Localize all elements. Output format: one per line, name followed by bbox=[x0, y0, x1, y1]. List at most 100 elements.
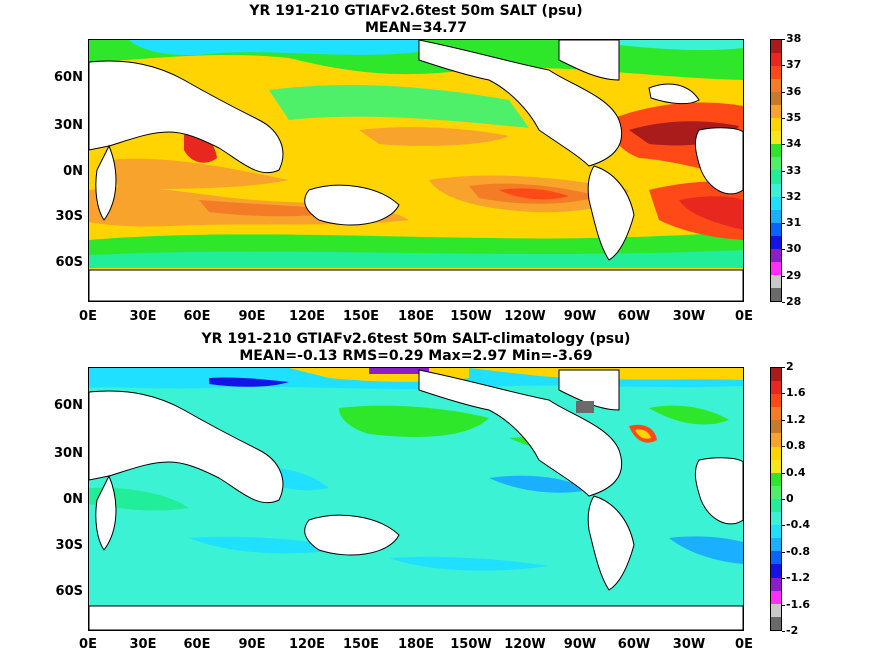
bottom-x-label-90w: 90W bbox=[563, 637, 597, 652]
bottom-colorbar-label: 0 bbox=[786, 492, 794, 505]
bottom-colorbar-segment bbox=[771, 407, 781, 421]
bottom-colorbar-segment bbox=[771, 420, 781, 434]
bottom-x-label-30e: 30E bbox=[129, 637, 157, 652]
top-colorbar-tick bbox=[782, 223, 785, 225]
bottom-colorbar-tick bbox=[782, 393, 785, 395]
bottom-colorbar-segment bbox=[771, 616, 781, 630]
top-colorbar-segment bbox=[771, 170, 781, 184]
bottom-colorbar-segment bbox=[771, 394, 781, 408]
top-map-subtitle: MEAN=34.77 bbox=[364, 20, 468, 36]
top-colorbar-tick bbox=[782, 144, 785, 146]
top-colorbar-segment bbox=[771, 157, 781, 171]
top-x-label-150e: 150E bbox=[342, 309, 380, 324]
top-y-label-60n: 60N bbox=[54, 70, 83, 85]
top-colorbar-label: 36 bbox=[786, 84, 802, 98]
bottom-colorbar bbox=[770, 367, 782, 631]
top-colorbar-segment bbox=[771, 40, 781, 54]
bottom-map-canvas bbox=[89, 368, 743, 630]
top-x-label-60w: 60W bbox=[617, 309, 651, 324]
bottom-x-label-90e: 90E bbox=[238, 637, 266, 652]
top-map-title: YR 191-210 GTIAFv2.6test 50m SALT (psu) bbox=[249, 3, 583, 19]
top-colorbar-segment bbox=[771, 235, 781, 249]
top-colorbar-label: 31 bbox=[786, 216, 802, 230]
bottom-x-label-180e: 180E bbox=[397, 637, 435, 652]
bottom-colorbar-tick bbox=[782, 578, 785, 580]
top-colorbar-tick bbox=[782, 196, 785, 198]
top-colorbar-segment bbox=[771, 144, 781, 158]
bottom-colorbar-label: -0.8 bbox=[786, 544, 811, 558]
top-colorbar bbox=[770, 39, 782, 302]
bottom-colorbar-tick bbox=[782, 419, 785, 421]
bottom-colorbar-label: 0.4 bbox=[786, 465, 806, 479]
bottom-x-label-60w: 60W bbox=[617, 637, 651, 652]
bottom-colorbar-segment bbox=[771, 485, 781, 499]
bottom-colorbar-segment bbox=[771, 551, 781, 565]
bottom-colorbar-tick bbox=[782, 367, 785, 368]
top-colorbar-segment bbox=[771, 79, 781, 93]
top-colorbar-label: 30 bbox=[786, 242, 802, 256]
bottom-colorbar-label: -1.2 bbox=[786, 571, 811, 585]
bottom-colorbar-segment bbox=[771, 525, 781, 539]
top-colorbar-label: 32 bbox=[786, 189, 802, 203]
bottom-x-label-120e: 120E bbox=[288, 637, 326, 652]
bottom-colorbar-tick bbox=[782, 499, 785, 500]
bottom-colorbar-label: 0.8 bbox=[786, 439, 806, 453]
top-x-label-0e: 0E bbox=[79, 309, 97, 324]
bottom-y-label-60s: 60S bbox=[55, 584, 83, 599]
bottom-colorbar-segment bbox=[771, 459, 781, 473]
bottom-colorbar-segment bbox=[771, 433, 781, 447]
bottom-colorbar-segment bbox=[771, 446, 781, 460]
bottom-y-label-30n: 30N bbox=[54, 446, 83, 461]
bottom-colorbar-segment bbox=[771, 472, 781, 486]
top-x-label-90w: 90W bbox=[563, 309, 597, 324]
top-x-label-180e: 180E bbox=[397, 309, 435, 324]
top-colorbar-segment bbox=[771, 92, 781, 106]
top-colorbar-label: 37 bbox=[786, 58, 802, 72]
bottom-colorbar-segment bbox=[771, 381, 781, 395]
top-colorbar-tick bbox=[782, 275, 785, 277]
bottom-x-label-150e: 150E bbox=[342, 637, 380, 652]
top-colorbar-label: 34 bbox=[786, 137, 802, 151]
top-colorbar-segment bbox=[771, 261, 781, 275]
top-map-canvas bbox=[89, 40, 743, 301]
top-colorbar-tick bbox=[782, 91, 785, 93]
top-colorbar-tick bbox=[782, 302, 785, 303]
bottom-colorbar-segment bbox=[771, 577, 781, 591]
bottom-colorbar-tick bbox=[782, 472, 785, 474]
top-colorbar-tick bbox=[782, 65, 785, 67]
bottom-colorbar-label: 2 bbox=[786, 360, 794, 373]
bottom-y-label-60n: 60N bbox=[54, 398, 83, 413]
top-colorbar-segment bbox=[771, 183, 781, 197]
bottom-y-label-30s: 30S bbox=[55, 538, 83, 553]
top-colorbar-segment bbox=[771, 118, 781, 132]
bottom-colorbar-label: 1.6 bbox=[786, 386, 806, 400]
top-colorbar-label: 33 bbox=[786, 163, 802, 177]
bottom-colorbar-tick bbox=[782, 551, 785, 553]
bottom-colorbar-segment bbox=[771, 498, 781, 513]
top-colorbar-segment bbox=[771, 66, 781, 80]
top-colorbar-segment bbox=[771, 222, 781, 236]
top-colorbar-segment bbox=[771, 248, 781, 262]
bottom-colorbar-tick bbox=[782, 631, 785, 632]
bottom-colorbar-label: -1.6 bbox=[786, 597, 811, 611]
top-x-label-30w: 30W bbox=[672, 309, 706, 324]
bottom-x-label-0e-end: 0E bbox=[735, 637, 753, 652]
bottom-anomaly-map bbox=[88, 367, 744, 631]
top-y-label-60s: 60S bbox=[55, 255, 83, 270]
bottom-colorbar-label: -2 bbox=[786, 624, 799, 637]
top-x-label-30e: 30E bbox=[129, 309, 157, 324]
top-colorbar-tick bbox=[782, 170, 785, 172]
top-colorbar-tick bbox=[782, 249, 785, 251]
top-salinity-map bbox=[88, 39, 744, 302]
top-colorbar-tick bbox=[782, 39, 785, 40]
bottom-colorbar-segment bbox=[771, 368, 781, 382]
top-colorbar-segment bbox=[771, 287, 781, 301]
bottom-x-label-0e: 0E bbox=[79, 637, 97, 652]
top-x-label-120w: 120W bbox=[504, 309, 546, 324]
top-x-label-150w: 150W bbox=[450, 309, 492, 324]
top-colorbar-segment bbox=[771, 209, 781, 223]
top-colorbar-tick bbox=[782, 117, 785, 119]
bottom-y-label-0n: 0N bbox=[63, 492, 83, 507]
bottom-x-label-60e: 60E bbox=[183, 637, 211, 652]
bottom-x-label-120w: 120W bbox=[504, 637, 546, 652]
